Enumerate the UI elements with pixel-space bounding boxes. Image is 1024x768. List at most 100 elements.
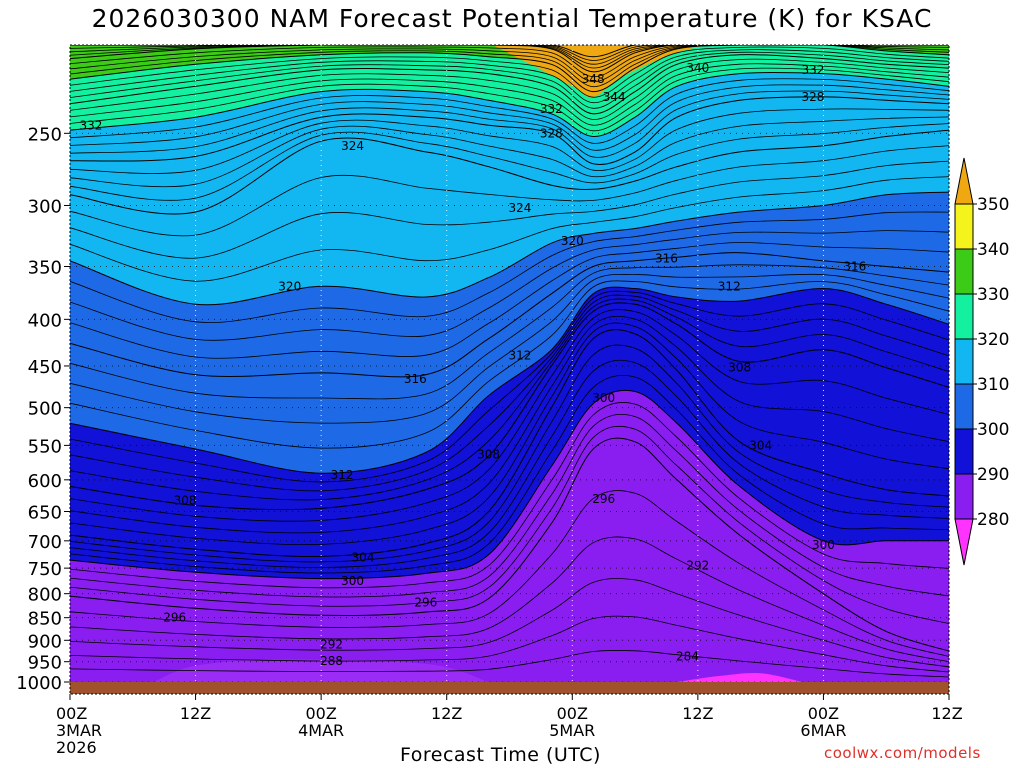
colorbar-label: 310: [977, 375, 1009, 395]
isentrope-minor-300-1: [70, 374, 949, 574]
isentrope-312: [70, 286, 949, 474]
contour-label: 300: [592, 391, 615, 405]
colorbar-segment-290: [954, 473, 974, 520]
contour-label: 300: [341, 574, 364, 588]
x-tick-label: 00Z: [808, 704, 839, 723]
isentrope-minor-332-3: [70, 58, 949, 120]
isentrope-contours: [70, 45, 949, 678]
contour-label: 348: [582, 72, 605, 86]
isentrope-minor-324-3: [70, 108, 949, 174]
isentrope-minor-340-2: [70, 45, 949, 83]
isentrope-minor-340-1: [70, 45, 949, 88]
isentrope-low-3: [70, 578, 949, 668]
colorbar-segment-320: [954, 338, 974, 385]
colorbar-segment-310: [954, 383, 974, 430]
y-tick-label: 1000: [16, 673, 62, 694]
isentrope-minor-328-1: [70, 90, 949, 158]
y-tick-label: 800: [28, 585, 62, 606]
contour-label: 296: [163, 611, 186, 625]
contour-label: 312: [331, 468, 354, 482]
colorbar-segment-340: [954, 248, 974, 295]
y-tick-label: 550: [28, 436, 62, 457]
isentrope-304: [70, 329, 949, 558]
contour-label: 316: [843, 259, 866, 273]
colorbar-segment-300: [954, 428, 974, 475]
contour-label: 304: [352, 550, 375, 564]
colorbar-label: 280: [977, 510, 1009, 530]
x-axis-label: Forecast Time (UTC): [400, 744, 601, 766]
x-tick-label: 3MAR: [56, 721, 102, 740]
isentrope-328: [70, 96, 949, 165]
isentrope-300: [70, 389, 949, 580]
isentrope-low-1: [70, 490, 949, 657]
isentrope-minor-336-3: [70, 46, 949, 98]
contour-label: 324: [341, 139, 364, 153]
credit-link[interactable]: coolwx.com/models: [824, 744, 981, 762]
colorbar-label: 320: [977, 330, 1009, 350]
theta-band-fills: [70, 45, 949, 682]
isentrope-minor-332-2: [70, 63, 949, 126]
isentrope-332: [70, 71, 949, 138]
contour-label: 288: [320, 654, 343, 668]
y-tick-label: 950: [28, 653, 62, 674]
isentrope-low-5: [70, 650, 949, 678]
isentrope-minor-340-3: [70, 45, 949, 78]
ground-surface: [70, 682, 949, 694]
contour-label: 320: [561, 234, 584, 248]
contour-label: 316: [655, 251, 678, 265]
isentrope-minor-328-2: [70, 84, 949, 151]
x-tick-label: 4MAR: [298, 721, 344, 740]
isentrope-296: [70, 437, 949, 652]
contour-label: 344: [603, 90, 626, 104]
isentrope-minor-324-2: [70, 116, 949, 188]
y-tick-label: 300: [28, 196, 62, 217]
contour-label: 284: [676, 650, 699, 664]
isentrope-minor-336-1: [70, 51, 949, 109]
x-tick-label: 5MAR: [549, 721, 595, 740]
band-fill-344: [70, 45, 949, 72]
band-fill-cool-lobe-b: [676, 672, 803, 682]
isentrope-minor-320-2: [70, 160, 949, 259]
contour-label: 340: [686, 61, 709, 75]
isentrope-minor-308-1: [70, 298, 949, 501]
contour-labels: 332 324 332 328 348 344 340 332 328 324 320 316 312 3…: [79, 61, 866, 668]
colorbar-segment-330: [954, 293, 974, 340]
dotted-gridlines: [70, 45, 949, 683]
contour-label: 328: [540, 126, 563, 140]
contour-label: 312: [509, 348, 532, 362]
isentrope-minor-316-3: [70, 211, 949, 323]
y-tick-label: 900: [28, 631, 62, 652]
isentrope-minor-336-2: [70, 49, 949, 104]
isentrope-minor-312-2: [70, 273, 949, 424]
contour-label: 332: [540, 102, 563, 116]
x-tick-label: 00Z: [557, 704, 588, 723]
contour-label: 324: [509, 201, 532, 215]
contour-label: 296: [592, 492, 615, 506]
colorbar: 350 340 330 320 310 300 290 280: [954, 157, 1009, 566]
isentrope-minor-328-3: [70, 78, 949, 144]
colorbar-extend-high: [954, 157, 974, 205]
isentrope-minor-296-2: [70, 413, 949, 598]
isentrope-minor-316-2: [70, 230, 949, 341]
contour-label: 292: [320, 638, 343, 652]
contour-label: 320: [278, 279, 301, 293]
colorbar-label: 340: [977, 240, 1009, 260]
x-tick-label: 12Z: [180, 704, 211, 723]
y-tick-label: 600: [28, 471, 62, 492]
isentrope-minor-304-3: [70, 309, 949, 522]
contour-label: 308: [728, 361, 751, 375]
isentrope-minor-320-1: [70, 176, 949, 282]
isentrope-316: [70, 252, 949, 378]
y-tick-label: 700: [28, 532, 62, 553]
isentrope-320: [70, 191, 949, 306]
x-tick-label: 12Z: [682, 704, 713, 723]
x-tick-label: 2026: [56, 738, 97, 757]
y-tick-label: 650: [28, 503, 62, 524]
contour-label: 332: [802, 63, 825, 77]
y-tick-label: 250: [28, 124, 62, 145]
y-tick-label: 850: [28, 609, 62, 630]
isentrope-minor-316-1: [70, 242, 949, 359]
contour-label: 332: [79, 118, 102, 132]
y-tick-label: 400: [28, 310, 62, 331]
